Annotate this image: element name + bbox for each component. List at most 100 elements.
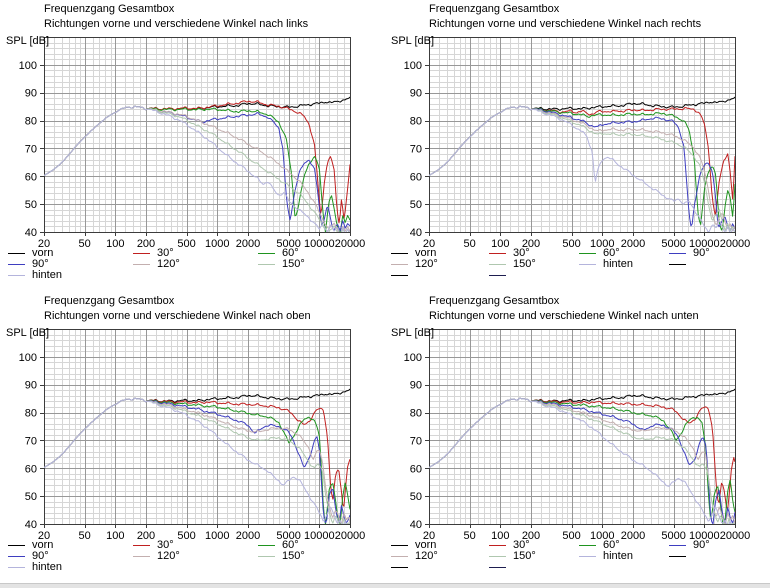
x-tick-label: 50 [463,530,475,542]
plot-frame [429,37,736,233]
x-tick-label: 2000 [621,530,645,542]
legend-label: vorn [415,247,437,259]
y-tick-label: 60 [25,463,37,475]
y-tick-label: 100 [404,60,422,72]
legend-swatch [133,556,150,557]
y-tick-label: 40 [25,227,37,239]
legend-swatch [8,567,25,568]
legend-label: 30° [157,247,174,259]
legend-label: vorn [415,539,437,551]
legend-label: hinten [603,258,633,270]
window-edge-strip [0,583,770,588]
curves-group [429,388,735,524]
y-tick-label: 40 [25,519,37,531]
chart-subtitle: Richtungen vorne und verschiedene Winkel… [44,310,311,322]
chart-subtitle: Richtungen vorne und verschiedene Winkel… [44,18,309,30]
legend-swatch [258,545,275,546]
curve-90° [429,397,735,524]
curve-60° [429,397,735,524]
legend-swatch [391,556,408,557]
curve-hinten [44,397,350,524]
legend-label: 90° [32,258,49,270]
chart-panel-links: 20 50 100 200 500 1000 2000 5000 10000 20000 40 50 6… [0,0,385,292]
legend-label: 150° [513,550,536,562]
legend-label: hinten [603,550,633,562]
y-tick-label: 90 [410,380,422,392]
curves-group [44,96,350,232]
curve-90° [44,397,350,524]
x-tick-label: 2000 [621,238,645,250]
legend-label: 90° [693,247,710,259]
chart-title: Frequenzgang Gesamtbox [429,3,560,15]
x-tick-label: 200 [137,238,155,250]
y-tick-label: 40 [410,227,422,239]
legend-swatch [669,545,686,546]
y-axis-label: SPL [dB] [6,327,50,339]
legend-swatch [489,556,506,557]
chart-panel-unten: 20 50 100 200 500 1000 2000 5000 10000 20000 40 50 6… [385,292,770,584]
x-tick-label: 20 [423,238,435,250]
curve-60° [44,397,350,524]
y-tick-label: 70 [25,143,37,155]
y-tick-label: 100 [19,352,37,364]
x-tick-label: 100 [491,530,509,542]
y-tick-label: 70 [25,435,37,447]
chart-legend: vorn 30° 60° 90° 120° 150° hinten [385,540,770,580]
y-tick-label: 50 [25,199,37,211]
y-tick-label: 70 [410,143,422,155]
chart-subtitle: Richtungen vorne und verschiedene Winkel… [429,310,699,322]
curve-hinten [44,105,350,232]
y-tick-label: 50 [410,491,422,503]
legend-swatch [489,275,506,276]
y-axis-label: SPL [dB] [391,35,435,47]
chart-panel-rechts: 20 50 100 200 500 1000 2000 5000 10000 20000 40 50 6… [385,0,770,292]
spl-frequency-plot-unten: 20 50 100 200 500 1000 2000 5000 10000 20000 40 50 6… [404,329,751,542]
x-tick-label: 200 [522,238,540,250]
chart-title: Frequenzgang Gesamtbox [429,295,560,307]
y-tick-label: 50 [25,491,37,503]
x-tick-label: 10000 [304,530,335,542]
legend-label: 90° [693,539,710,551]
curve-vorn [44,388,350,469]
y-tick-label: 40 [410,519,422,531]
x-tick-label: 10000 [304,238,335,250]
x-tick-label: 20000 [335,530,366,542]
legend-swatch [669,253,686,254]
x-tick-label: 100 [106,238,124,250]
y-tick-label: 90 [25,88,37,100]
legend-swatch [489,264,506,265]
chart-title: Frequenzgang Gesamtbox [44,3,175,15]
x-tick-label: 20 [38,530,50,542]
legend-label: hinten [32,269,62,281]
x-tick-label: 20 [423,530,435,542]
x-tick-label: 2000 [236,238,260,250]
x-tick-label: 500 [177,238,195,250]
legend-label: 120° [157,258,180,270]
legend-swatch [579,264,596,265]
x-tick-label: 50 [78,238,90,250]
legend-swatch [391,264,408,265]
legend-label: 60° [603,539,620,551]
legend-label: 60° [282,539,299,551]
legend-swatch [8,545,25,546]
legend-label: vorn [32,247,54,259]
x-tick-label: 1000 [205,530,229,542]
x-tick-label: 200 [522,530,540,542]
y-tick-label: 80 [25,408,37,420]
spl-frequency-plot-oben: 20 50 100 200 500 1000 2000 5000 10000 20000 40 50 6… [19,329,366,542]
legend-swatch [8,275,25,276]
legend-label: 150° [282,550,305,562]
x-tick-label: 10000 [689,238,720,250]
x-tick-label: 200 [137,530,155,542]
legend-swatch [258,253,275,254]
curve-90° [44,105,350,231]
y-tick-label: 90 [410,88,422,100]
x-tick-label: 50 [463,238,475,250]
legend-label: 120° [415,258,438,270]
legend-label: 30° [157,539,174,551]
y-tick-label: 60 [410,463,422,475]
x-tick-label: 20000 [720,530,751,542]
x-tick-label: 100 [491,238,509,250]
x-tick-label: 1000 [590,238,614,250]
